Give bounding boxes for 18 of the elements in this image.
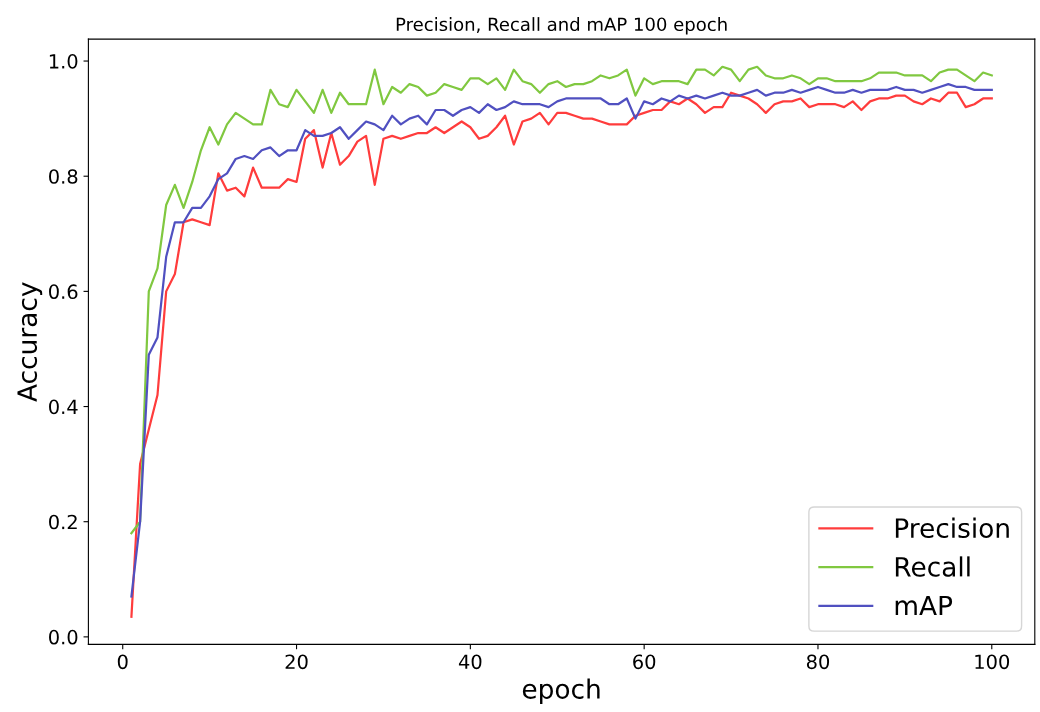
x-tick-label: 80 (806, 654, 830, 670)
x-axis-title: epoch (522, 678, 600, 704)
x-tick-label: 40 (458, 654, 482, 670)
legend-label: Precision (895, 517, 1009, 539)
x-tick-label: 20 (285, 654, 308, 670)
legend-label: Recall (895, 556, 970, 577)
y-tick-label: 0.4 (49, 399, 78, 415)
chart-title: Precision, Recall and mAP 100 epoch (396, 17, 727, 35)
x-tick-label: 60 (633, 654, 656, 670)
x-tick-label: 100 (975, 654, 1010, 670)
y-tick-label: 1.0 (49, 54, 78, 69)
y-axis-title: Accuracy (17, 282, 43, 402)
y-tick-label: 0.0 (49, 629, 78, 645)
legend-label: mAP (895, 595, 953, 616)
x-tick-label: 0 (117, 654, 128, 670)
y-tick-label: 0.8 (49, 169, 78, 184)
y-tick-label: 0.2 (49, 514, 77, 530)
y-tick-label: 0.6 (49, 284, 78, 300)
